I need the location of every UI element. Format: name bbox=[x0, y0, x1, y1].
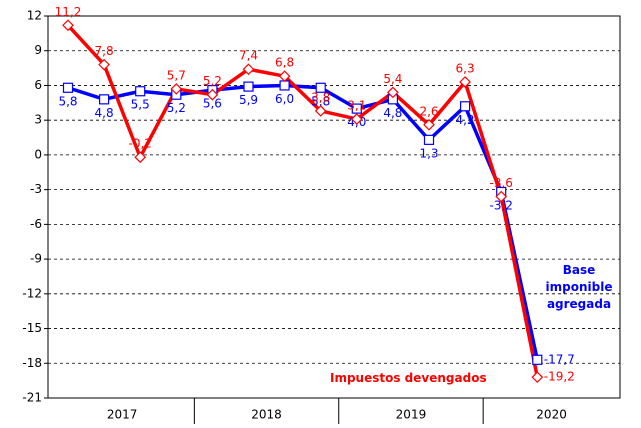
legend-blue: Base imponible agregada bbox=[545, 263, 613, 311]
data-label: 6,3 bbox=[456, 61, 475, 75]
data-label: 5,6 bbox=[203, 97, 222, 111]
data-label: 4,2 bbox=[456, 113, 475, 127]
data-label: 7,8 bbox=[95, 44, 114, 58]
y-tick-label: 12 bbox=[27, 9, 42, 23]
data-label: 5,2 bbox=[167, 101, 186, 115]
marker bbox=[242, 63, 255, 76]
data-label: 2,6 bbox=[419, 104, 438, 118]
x-group-label: 2019 bbox=[396, 408, 427, 422]
marker bbox=[351, 103, 362, 114]
y-tick-label: -21 bbox=[22, 391, 42, 405]
marker bbox=[278, 70, 291, 83]
series-line bbox=[67, 83, 540, 361]
marker bbox=[134, 151, 147, 164]
marker bbox=[350, 113, 363, 125]
x-group-label: 2020 bbox=[536, 408, 567, 422]
marker bbox=[315, 82, 326, 93]
data-label: -0,2 bbox=[128, 137, 151, 151]
x-group-label: 2017 bbox=[107, 408, 138, 422]
y-tick-label: 6 bbox=[34, 78, 42, 92]
data-label: 4,8 bbox=[383, 106, 402, 120]
y-tick-label: 0 bbox=[34, 147, 42, 161]
series-line bbox=[66, 24, 540, 378]
marker bbox=[206, 88, 219, 101]
data-label: 4,8 bbox=[95, 106, 114, 120]
marker bbox=[135, 86, 146, 97]
marker bbox=[170, 83, 183, 95]
legend-red: Impuestos devengados bbox=[330, 371, 487, 385]
data-label: -3,2 bbox=[489, 198, 512, 212]
data-label: 6,8 bbox=[275, 56, 294, 70]
marker bbox=[62, 19, 74, 32]
plot-border bbox=[47, 15, 621, 399]
y-tick-label: 3 bbox=[34, 113, 42, 127]
y-tick-label: -18 bbox=[22, 356, 42, 370]
marker bbox=[98, 94, 110, 105]
marker bbox=[460, 101, 471, 112]
marker bbox=[314, 105, 327, 117]
y-tick-label: -6 bbox=[30, 217, 42, 231]
y-tick-label: -9 bbox=[30, 252, 42, 266]
data-label: -17,7 bbox=[544, 352, 575, 366]
data-label: 7,4 bbox=[239, 49, 258, 63]
data-label: 5,5 bbox=[131, 98, 150, 112]
marker bbox=[243, 81, 254, 92]
data-label: -19,2 bbox=[544, 370, 575, 384]
marker bbox=[62, 82, 74, 93]
y-tick-label: 9 bbox=[34, 43, 42, 57]
data-label: 3,1 bbox=[347, 99, 366, 113]
data-label: 5,8 bbox=[311, 94, 330, 108]
data-label: 5,4 bbox=[383, 72, 402, 86]
data-label: 3,8 bbox=[311, 90, 330, 104]
data-label: 5,7 bbox=[167, 68, 186, 82]
x-group-label: 2018 bbox=[251, 408, 282, 422]
marker bbox=[531, 371, 544, 384]
y-tick-label: -15 bbox=[22, 321, 42, 335]
data-label: 5,9 bbox=[239, 93, 258, 107]
marker bbox=[423, 118, 435, 131]
marker bbox=[387, 86, 399, 99]
data-label: -3,6 bbox=[489, 176, 512, 190]
marker bbox=[279, 80, 290, 91]
data-label: 6,0 bbox=[275, 92, 294, 106]
marker bbox=[98, 58, 110, 71]
data-label: 5,2 bbox=[203, 74, 222, 88]
marker bbox=[495, 190, 508, 203]
y-tick-label: -3 bbox=[30, 182, 42, 196]
marker bbox=[423, 134, 435, 145]
data-label: 5,8 bbox=[58, 94, 77, 108]
marker bbox=[532, 354, 543, 365]
y-tick-label: -12 bbox=[22, 286, 42, 300]
data-label: 1,3 bbox=[419, 146, 438, 160]
data-label: 11,2 bbox=[55, 5, 82, 19]
marker bbox=[459, 76, 471, 88]
